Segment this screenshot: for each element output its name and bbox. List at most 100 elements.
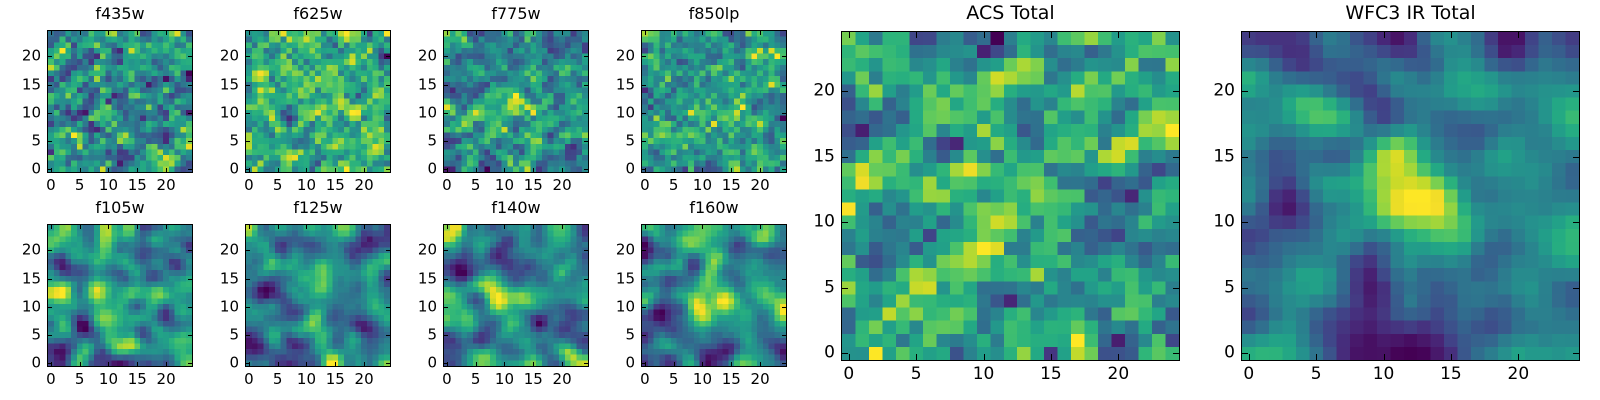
ytick-mark bbox=[584, 85, 588, 86]
xtick-mark bbox=[137, 31, 138, 35]
xtick-mark bbox=[364, 31, 365, 35]
xtick-label: 20 bbox=[156, 370, 176, 388]
xtick-mark bbox=[1384, 32, 1385, 38]
xtick-mark bbox=[702, 362, 703, 366]
xtick-mark bbox=[533, 225, 534, 229]
ytick-label: 0 bbox=[31, 159, 41, 178]
xtick-label: 15 bbox=[523, 176, 543, 194]
panel-title-wfc3-ir-total: WFC3 IR Total bbox=[1345, 2, 1476, 24]
xtick-mark bbox=[533, 31, 534, 35]
heatmap-image-f140w bbox=[444, 225, 588, 366]
xtick-mark bbox=[674, 31, 675, 35]
xtick-mark bbox=[278, 225, 279, 229]
axes-f140w bbox=[443, 224, 589, 367]
ytick-mark bbox=[642, 250, 646, 251]
xtick-mark bbox=[849, 32, 850, 38]
ytick-mark bbox=[842, 157, 848, 158]
xtick-mark bbox=[916, 354, 917, 360]
xtick-mark bbox=[108, 362, 109, 366]
xtick-mark bbox=[447, 31, 448, 35]
ytick-mark bbox=[642, 335, 646, 336]
xtick-mark bbox=[80, 31, 81, 35]
panel-title-f625w: f625w bbox=[293, 4, 343, 23]
ytick-mark bbox=[642, 307, 646, 308]
ytick-label: 5 bbox=[229, 325, 239, 344]
ytick-label: 0 bbox=[229, 159, 239, 178]
xtick-label: 0 bbox=[442, 176, 452, 194]
axes-f160w bbox=[641, 224, 787, 367]
xtick-mark bbox=[364, 362, 365, 366]
xtick-mark bbox=[504, 31, 505, 35]
xtick-mark bbox=[731, 362, 732, 366]
ytick-mark bbox=[444, 250, 448, 251]
xtick-mark bbox=[335, 362, 336, 366]
heatmap-image-f105w bbox=[48, 225, 192, 366]
xtick-label: 0 bbox=[244, 370, 254, 388]
ytick-label: 15 bbox=[813, 146, 835, 167]
xtick-mark bbox=[249, 31, 250, 35]
xtick-mark bbox=[108, 225, 109, 229]
ytick-mark bbox=[246, 141, 250, 142]
xtick-mark bbox=[476, 225, 477, 229]
axes-f625w bbox=[245, 30, 391, 173]
xtick-mark bbox=[562, 31, 563, 35]
xtick-mark bbox=[760, 225, 761, 229]
ytick-mark bbox=[48, 141, 52, 142]
xtick-mark bbox=[533, 168, 534, 172]
xtick-mark bbox=[731, 225, 732, 229]
ytick-mark bbox=[842, 91, 848, 92]
ytick-label: 20 bbox=[813, 80, 835, 101]
ytick-mark bbox=[48, 307, 52, 308]
ytick-mark bbox=[48, 169, 52, 170]
xtick-mark bbox=[137, 362, 138, 366]
xtick-mark bbox=[645, 31, 646, 35]
xtick-mark bbox=[760, 362, 761, 366]
ytick-label: 5 bbox=[625, 325, 635, 344]
xtick-mark bbox=[504, 362, 505, 366]
xtick-mark bbox=[1249, 32, 1250, 38]
axes-f775w bbox=[443, 30, 589, 173]
xtick-label: 20 bbox=[552, 370, 572, 388]
ytick-label: 20 bbox=[219, 46, 239, 65]
ytick-label: 20 bbox=[417, 240, 437, 259]
xtick-mark bbox=[108, 31, 109, 35]
xtick-mark bbox=[760, 168, 761, 172]
axes-f105w bbox=[47, 224, 193, 367]
panel-title-f775w: f775w bbox=[491, 4, 541, 23]
ytick-label: 20 bbox=[219, 240, 239, 259]
xtick-mark bbox=[51, 31, 52, 35]
ytick-mark bbox=[188, 335, 192, 336]
ytick-mark bbox=[386, 307, 390, 308]
ytick-mark bbox=[782, 141, 786, 142]
ytick-label: 5 bbox=[31, 131, 41, 150]
ytick-mark bbox=[1173, 288, 1179, 289]
ytick-label: 15 bbox=[417, 75, 437, 94]
ytick-mark bbox=[444, 141, 448, 142]
heatmap-image-f435w bbox=[48, 31, 192, 172]
panel-title-f140w: f140w bbox=[491, 198, 541, 217]
xtick-mark bbox=[504, 168, 505, 172]
xtick-mark bbox=[335, 168, 336, 172]
ytick-label: 20 bbox=[1213, 80, 1235, 101]
ytick-label: 15 bbox=[219, 269, 239, 288]
xtick-label: 15 bbox=[721, 370, 741, 388]
xtick-label: 20 bbox=[750, 176, 770, 194]
xtick-mark bbox=[760, 31, 761, 35]
ytick-mark bbox=[188, 85, 192, 86]
ytick-label: 0 bbox=[824, 342, 835, 363]
panel-f775w: f775w 0 5 10 15 20 0 5 10 15 20 bbox=[418, 4, 589, 198]
xtick-label: 20 bbox=[1107, 364, 1130, 384]
ytick-mark bbox=[246, 113, 250, 114]
xtick-mark bbox=[1051, 32, 1052, 38]
axes-acs-total bbox=[841, 31, 1180, 361]
ytick-mark bbox=[48, 85, 52, 86]
xtick-mark bbox=[51, 362, 52, 366]
xtick-label: 10 bbox=[296, 176, 317, 194]
xtick-mark bbox=[1518, 32, 1519, 38]
ytick-mark bbox=[246, 250, 250, 251]
xtick-mark bbox=[306, 225, 307, 229]
ytick-mark bbox=[48, 335, 52, 336]
xtick-label: 10 bbox=[692, 370, 713, 388]
xtick-mark bbox=[562, 362, 563, 366]
ytick-mark bbox=[782, 56, 786, 57]
